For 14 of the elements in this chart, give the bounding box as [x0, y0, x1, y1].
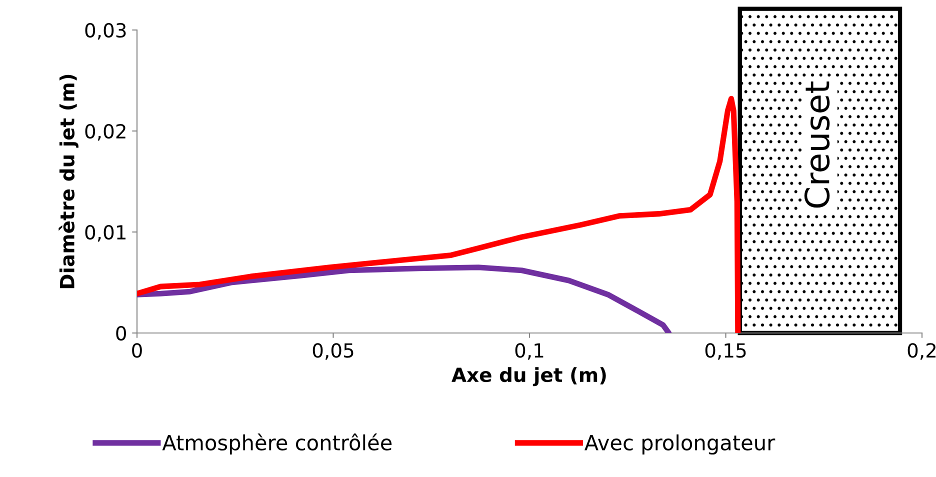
x-tick-label: 0,2: [908, 343, 936, 360]
y-tick-label: 0,02: [85, 124, 126, 141]
x-tick-label: 0,1: [515, 343, 544, 360]
legend-label: Atmosphère contrôlée: [162, 434, 392, 455]
band-label: Creuset: [804, 82, 830, 208]
x-tick-label: 0: [132, 343, 142, 358]
x-axis-title: Axe du jet (m): [452, 367, 606, 386]
y-tick-label: 0,03: [85, 22, 126, 40]
y-axis-title: Diamètre du jet (m): [58, 74, 78, 288]
legend-label: Avec prolongateur: [584, 434, 776, 455]
y-tick-label: 0: [116, 326, 126, 341]
x-tick-label: 0,05: [312, 343, 354, 360]
y-tick-label: 0,01: [85, 224, 126, 242]
x-tick-label: 0,15: [705, 343, 746, 360]
